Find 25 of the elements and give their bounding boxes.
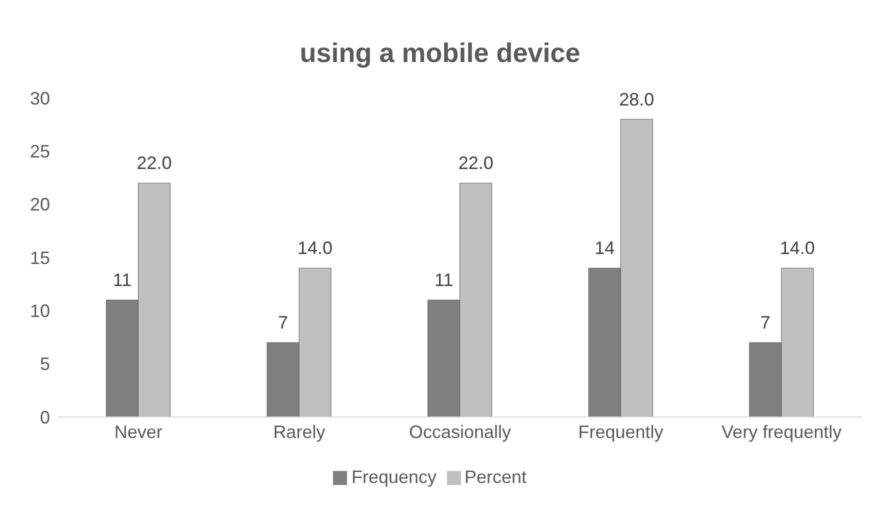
legend-label: Percent bbox=[464, 467, 527, 487]
data-label: 11 bbox=[434, 270, 454, 290]
x-tick-label: Very frequently bbox=[722, 422, 842, 442]
data-label: 22.0 bbox=[458, 153, 494, 174]
y-tick-label: 10 bbox=[30, 301, 50, 322]
data-label: 14 bbox=[594, 238, 615, 258]
data-label: 7 bbox=[760, 312, 770, 333]
x-tick-label: Frequently bbox=[578, 422, 664, 442]
y-tick-label: 0 bbox=[40, 407, 50, 428]
legend-label: Frequency bbox=[351, 467, 436, 487]
y-tick-label: 5 bbox=[40, 354, 50, 374]
y-tick-label: 15 bbox=[30, 248, 50, 268]
chart-title: using a mobile device bbox=[298, 37, 582, 70]
data-label: 11 bbox=[112, 270, 132, 290]
x-tick-label: Occasionally bbox=[408, 422, 512, 442]
data-label: 22.0 bbox=[136, 153, 172, 174]
x-tick-label: Never bbox=[114, 422, 162, 442]
data-label: 28.0 bbox=[619, 89, 654, 110]
data-label: 14.0 bbox=[780, 238, 815, 258]
y-tick-label: 25 bbox=[30, 142, 50, 162]
x-tick-label: Rarely bbox=[273, 422, 326, 442]
data-label: 7 bbox=[278, 312, 288, 333]
y-tick-label: 20 bbox=[30, 194, 50, 215]
data-label: 14.0 bbox=[298, 238, 333, 258]
y-tick-label: 30 bbox=[30, 88, 50, 108]
